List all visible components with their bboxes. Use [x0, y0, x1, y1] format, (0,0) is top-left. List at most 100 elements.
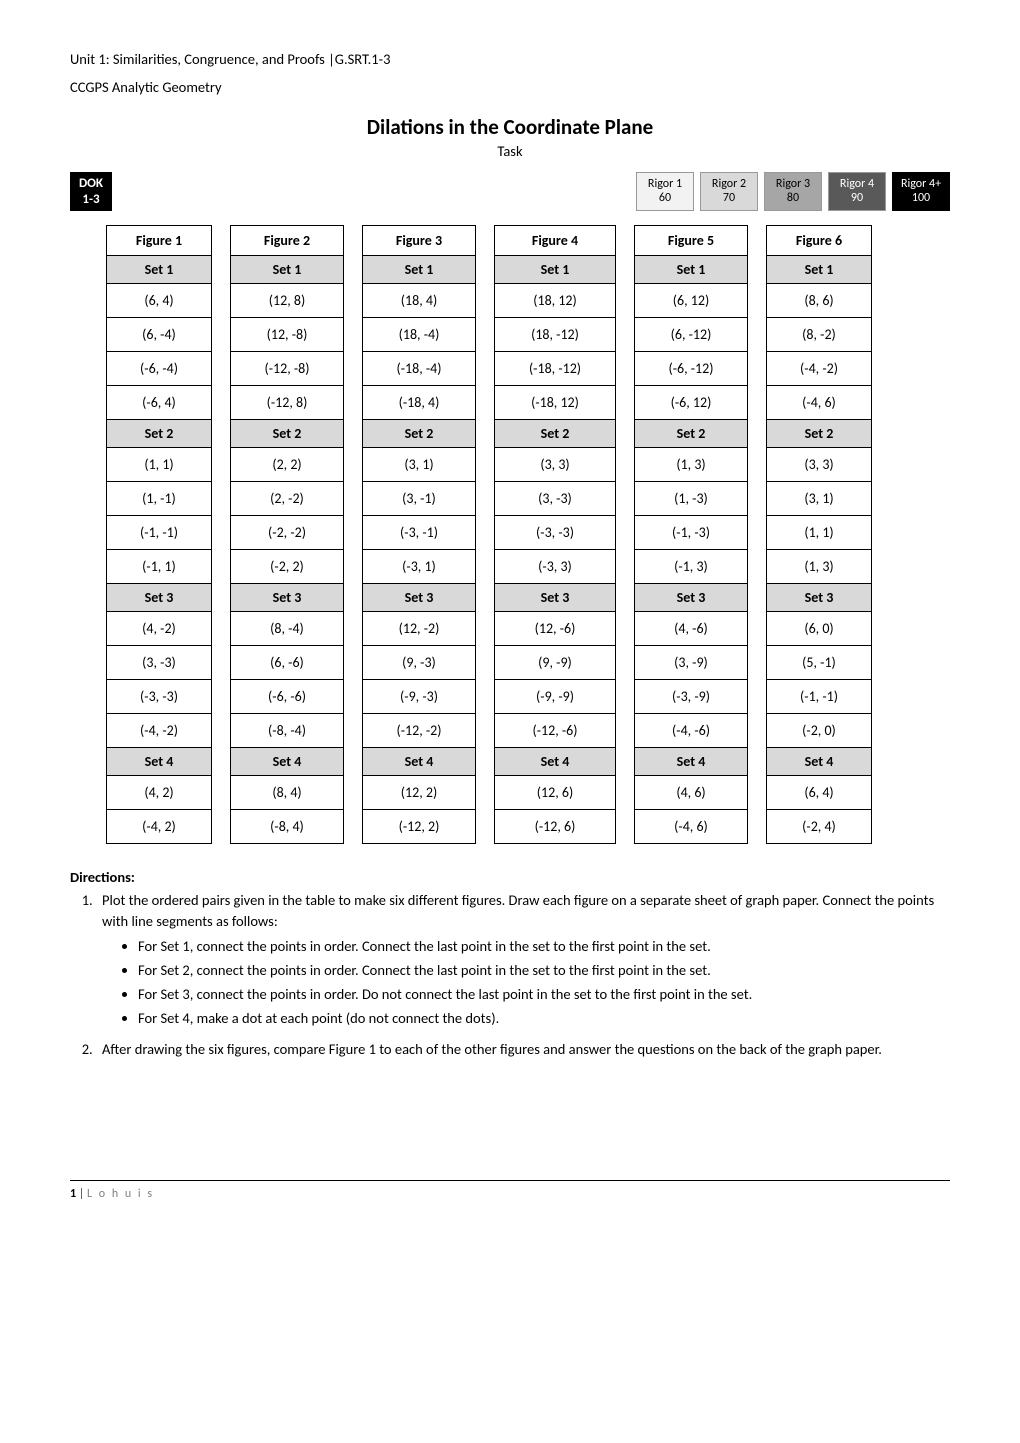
figure-table-5: Figure 5Set 1(6, 12)(6, -12)(-6, -12)(-6…: [634, 225, 748, 844]
rigor-label: Rigor 3: [765, 177, 821, 191]
coord-cell: (8, 6): [767, 284, 872, 318]
set-header: Set 3: [363, 584, 476, 612]
footer-sep: |: [76, 1187, 87, 1201]
coord-cell: (12, -6): [495, 612, 616, 646]
set-header: Set 3: [767, 584, 872, 612]
coord-cell: (-2, 4): [767, 810, 872, 844]
coord-cell: (-4, -2): [767, 352, 872, 386]
coord-cell: (-4, -2): [107, 714, 212, 748]
coord-cell: (-3, -3): [107, 680, 212, 714]
set-header: Set 3: [495, 584, 616, 612]
page-title: Dilations in the Coordinate Plane: [70, 114, 950, 140]
coord-cell: (18, 12): [495, 284, 616, 318]
coord-cell: (1, 3): [635, 448, 748, 482]
set-header: Set 2: [767, 420, 872, 448]
coord-cell: (-4, 6): [767, 386, 872, 420]
directions-bullet: For Set 3, connect the points in order. …: [138, 984, 950, 1005]
coord-cell: (-12, 2): [363, 810, 476, 844]
coord-cell: (1, 1): [767, 516, 872, 550]
coord-cell: (-18, 12): [495, 386, 616, 420]
coord-cell: (-12, 6): [495, 810, 616, 844]
coord-cell: (-1, 3): [635, 550, 748, 584]
set-header: Set 2: [363, 420, 476, 448]
unit-line: Unit 1: Similarities, Congruence, and Pr…: [70, 50, 950, 68]
coord-cell: (18, 4): [363, 284, 476, 318]
coord-cell: (12, -8): [231, 318, 344, 352]
coord-cell: (3, -3): [107, 646, 212, 680]
coord-cell: (-9, -9): [495, 680, 616, 714]
rigor-value: 90: [829, 191, 885, 205]
directions-item-1-bullets: For Set 1, connect the points in order. …: [138, 936, 950, 1029]
coord-cell: (1, 1): [107, 448, 212, 482]
coord-cell: (9, -9): [495, 646, 616, 680]
coord-cell: (1, 3): [767, 550, 872, 584]
figure-title: Figure 6: [767, 226, 872, 256]
rigor-label: Rigor 1: [637, 177, 693, 191]
coord-cell: (3, -9): [635, 646, 748, 680]
coord-cell: (-4, 6): [635, 810, 748, 844]
rigor-label: Rigor 2: [701, 177, 757, 191]
figure-title: Figure 3: [363, 226, 476, 256]
rigor-boxes: Rigor 160Rigor 270Rigor 380Rigor 490Rigo…: [630, 172, 950, 211]
set-header: Set 4: [635, 748, 748, 776]
coord-cell: (6, -6): [231, 646, 344, 680]
directions-item-1: Plot the ordered pairs given in the tabl…: [96, 890, 950, 1029]
coord-cell: (6, -4): [107, 318, 212, 352]
coord-cell: (-12, -8): [231, 352, 344, 386]
rigor-spacer: [112, 172, 630, 211]
rigor-value: 70: [701, 191, 757, 205]
rigor-box-2: Rigor 270: [700, 172, 758, 211]
coord-cell: (-18, 4): [363, 386, 476, 420]
coord-cell: (1, -1): [107, 482, 212, 516]
rigor-label: Rigor 4+: [893, 177, 949, 191]
coord-cell: (-6, 4): [107, 386, 212, 420]
coord-cell: (2, -2): [231, 482, 344, 516]
coord-cell: (6, 12): [635, 284, 748, 318]
set-header: Set 1: [635, 256, 748, 284]
rigor-row: DOK 1-3 Rigor 160Rigor 270Rigor 380Rigor…: [70, 172, 950, 211]
coord-cell: (8, 4): [231, 776, 344, 810]
figure-title: Figure 2: [231, 226, 344, 256]
coord-cell: (-3, -1): [363, 516, 476, 550]
set-header: Set 2: [635, 420, 748, 448]
figure-title: Figure 5: [635, 226, 748, 256]
coord-cell: (3, -3): [495, 482, 616, 516]
directions-bullet: For Set 4, make a dot at each point (do …: [138, 1008, 950, 1029]
set-header: Set 3: [107, 584, 212, 612]
figure-table-1: Figure 1Set 1(6, 4)(6, -4)(-6, -4)(-6, 4…: [106, 225, 212, 844]
coord-cell: (-2, 0): [767, 714, 872, 748]
coord-cell: (-4, 2): [107, 810, 212, 844]
directions-item-2-text: After drawing the six figures, compare F…: [102, 1040, 882, 1058]
set-header: Set 1: [363, 256, 476, 284]
rigor-value: 80: [765, 191, 821, 205]
dok-label-top: DOK: [70, 176, 112, 192]
coord-cell: (-3, -3): [495, 516, 616, 550]
set-header: Set 1: [231, 256, 344, 284]
coord-cell: (12, 8): [231, 284, 344, 318]
coord-cell: (2, 2): [231, 448, 344, 482]
coord-cell: (-9, -3): [363, 680, 476, 714]
set-header: Set 1: [495, 256, 616, 284]
coord-cell: (6, 4): [767, 776, 872, 810]
coord-cell: (18, -12): [495, 318, 616, 352]
set-header: Set 1: [767, 256, 872, 284]
coord-cell: (4, 2): [107, 776, 212, 810]
figure-table-2: Figure 2Set 1(12, 8)(12, -8)(-12, -8)(-1…: [230, 225, 344, 844]
coord-cell: (6, -12): [635, 318, 748, 352]
coord-cell: (-4, -6): [635, 714, 748, 748]
coord-cell: (3, -1): [363, 482, 476, 516]
coord-cell: (12, -2): [363, 612, 476, 646]
rigor-label: Rigor 4: [829, 177, 885, 191]
coord-cell: (-12, -6): [495, 714, 616, 748]
figure-table-3: Figure 3Set 1(18, 4)(18, -4)(-18, -4)(-1…: [362, 225, 476, 844]
coord-cell: (-12, 8): [231, 386, 344, 420]
coord-cell: (6, 0): [767, 612, 872, 646]
coord-cell: (3, 1): [363, 448, 476, 482]
coord-cell: (-6, -12): [635, 352, 748, 386]
coord-cell: (-6, -6): [231, 680, 344, 714]
coord-cell: (-1, -1): [767, 680, 872, 714]
figure-table-6: Figure 6Set 1(8, 6)(8, -2)(-4, -2)(-4, 6…: [766, 225, 872, 844]
figures-tables: Figure 1Set 1(6, 4)(6, -4)(-6, -4)(-6, 4…: [106, 225, 950, 844]
coord-cell: (4, -2): [107, 612, 212, 646]
page-subtitle: Task: [70, 142, 950, 160]
